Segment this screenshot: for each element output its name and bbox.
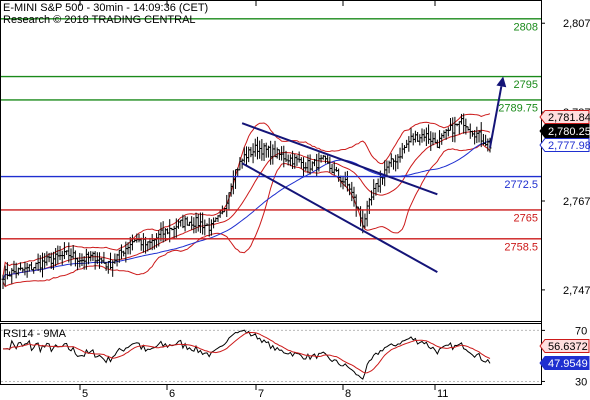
forecast-arrow	[489, 76, 507, 148]
value-tag-label: 2,777.98	[548, 140, 590, 152]
level-label: 2789.75	[498, 102, 538, 114]
level-label: 2765	[514, 212, 538, 224]
bollinger-upper-line	[2, 113, 491, 277]
value-tag-box	[539, 356, 590, 370]
date-tick-label: 6	[169, 388, 175, 400]
trend-channel	[241, 122, 438, 273]
value-tag-box	[539, 110, 590, 124]
rsi-axis-ticks: 70 30	[541, 325, 587, 388]
forecast-arrow-shaft	[489, 86, 503, 148]
value-tag-box	[539, 138, 590, 152]
rsi-tick-label: 30	[575, 376, 587, 388]
channel-line	[241, 122, 438, 196]
value-tag-label: 47.9549	[548, 358, 588, 370]
value-tag-label: 2,780.25	[548, 126, 590, 138]
rsi-tick-label: 70	[575, 325, 587, 337]
chart-subtitle: Research © 2018 TRADING CENTRAL	[3, 14, 196, 26]
value-tag-box	[539, 339, 590, 353]
channel-line	[241, 162, 438, 273]
value-tag-label: 56.6372	[548, 341, 588, 353]
rsi-9ma-line	[3, 332, 491, 374]
level-label-bg	[498, 178, 539, 191]
price-tick-label: 2,747	[563, 285, 590, 297]
level-label: 2758.5	[504, 241, 538, 253]
level-label-bg	[492, 101, 539, 114]
level-label-bg	[510, 78, 539, 91]
price-tick-label: 2,767	[563, 196, 590, 208]
date-tick-label: 7	[258, 388, 264, 400]
support-resistance-levels: 2808 2795 2789.75 2772.5 2765 2758.5	[1, 18, 541, 253]
forecast-arrow-head	[496, 76, 507, 88]
level-label-bg	[510, 211, 539, 224]
date-axis-ticks: 5 6 7 8 11	[79, 1, 448, 400]
chart-title: E-MINI S&P 500 - 30min - 14:09:36 (CET)	[3, 2, 209, 14]
value-tag-box	[539, 124, 590, 138]
date-tick-label: 8	[345, 388, 351, 400]
candlestick-bars	[1, 113, 492, 289]
price-tags: 2,781.84 2,780.25 2,777.98 56.6372 47.9549	[539, 110, 590, 370]
level-label: 2772.5	[504, 179, 538, 191]
level-label-bg	[510, 20, 539, 33]
date-tick-label: 11	[437, 388, 448, 400]
date-tick-label: 5	[82, 388, 88, 400]
rsi-title: RSI14 - 9MA	[3, 328, 67, 340]
level-label-bg	[498, 240, 539, 253]
level-label: 2808	[514, 21, 538, 33]
value-tag-label: 2,781.84	[548, 112, 590, 124]
price-tick-label: 2,807	[563, 18, 590, 30]
rsi-lines	[1, 329, 541, 382]
level-label: 2795	[514, 79, 538, 91]
rsi-plot-frame	[0, 323, 542, 385]
